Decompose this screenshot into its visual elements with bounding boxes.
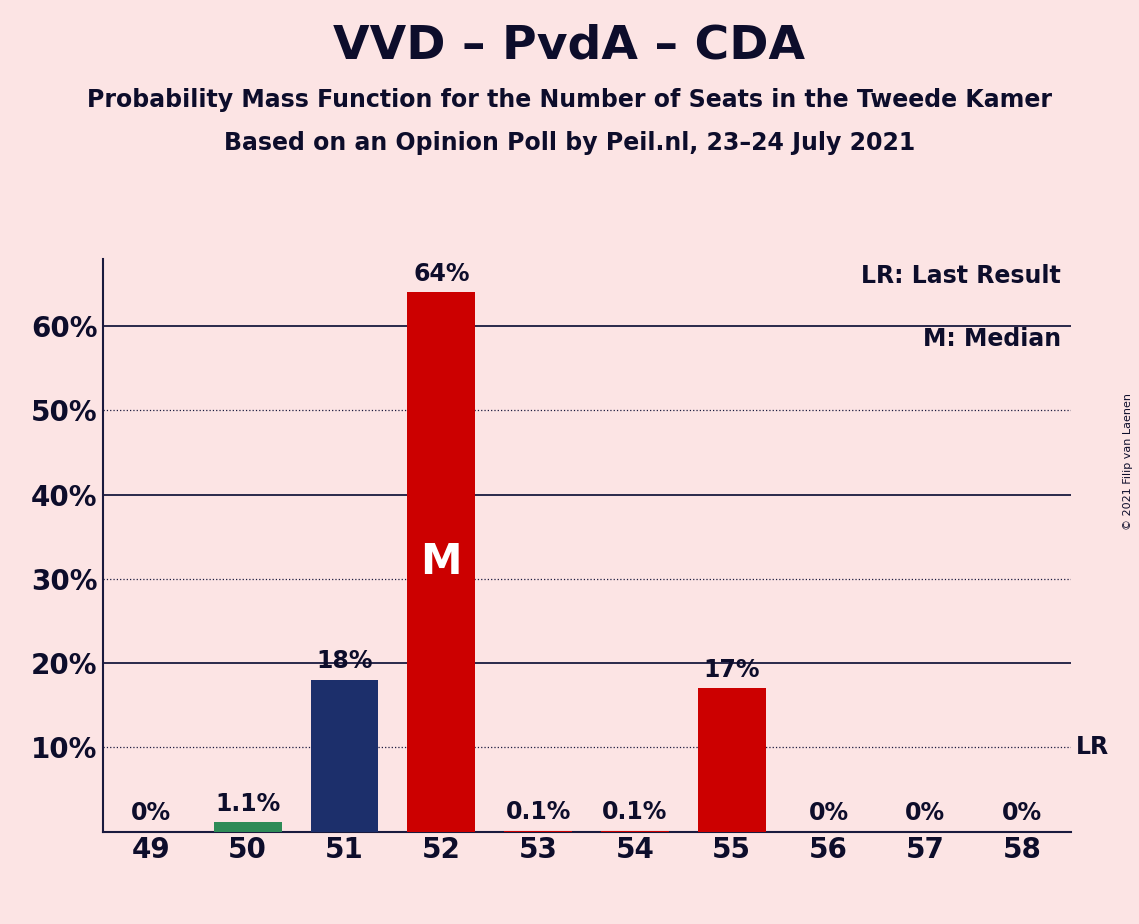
- Bar: [408, 292, 475, 832]
- Bar: [698, 688, 765, 832]
- Text: M: M: [420, 541, 462, 583]
- Bar: [311, 680, 378, 832]
- Text: 0%: 0%: [809, 801, 849, 825]
- Text: 64%: 64%: [413, 261, 469, 286]
- Text: 0.1%: 0.1%: [506, 800, 571, 824]
- Text: VVD – PvdA – CDA: VVD – PvdA – CDA: [334, 23, 805, 68]
- Text: 0%: 0%: [131, 801, 171, 825]
- Text: Based on an Opinion Poll by Peil.nl, 23–24 July 2021: Based on an Opinion Poll by Peil.nl, 23–…: [224, 131, 915, 155]
- Text: 1.1%: 1.1%: [215, 792, 280, 816]
- Text: © 2021 Filip van Laenen: © 2021 Filip van Laenen: [1123, 394, 1133, 530]
- Text: LR: LR: [1075, 736, 1108, 760]
- Text: 17%: 17%: [704, 658, 760, 682]
- Bar: [214, 822, 281, 832]
- Text: 0.1%: 0.1%: [603, 800, 667, 824]
- Text: LR: Last Result: LR: Last Result: [861, 264, 1060, 288]
- Text: M: Median: M: Median: [923, 327, 1060, 351]
- Text: 0%: 0%: [906, 801, 945, 825]
- Text: 0%: 0%: [1002, 801, 1042, 825]
- Text: Probability Mass Function for the Number of Seats in the Tweede Kamer: Probability Mass Function for the Number…: [87, 88, 1052, 112]
- Text: 18%: 18%: [317, 650, 372, 674]
